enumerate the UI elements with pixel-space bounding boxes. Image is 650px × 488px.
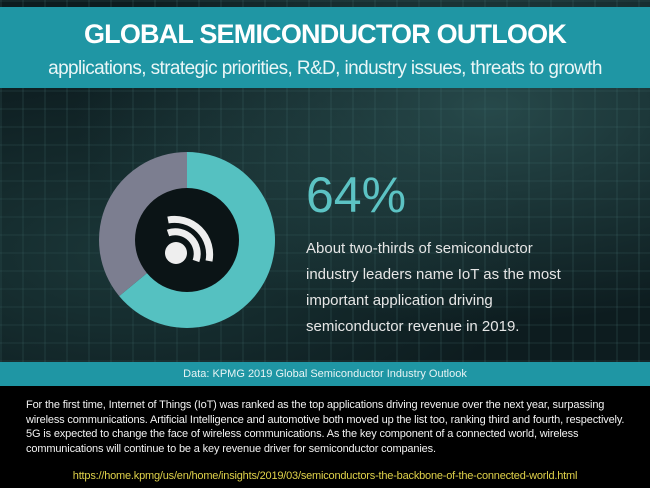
page-subtitle: applications, strategic priorities, R&D,… [48, 58, 602, 79]
wireless-signal-icon [165, 215, 214, 264]
header-banner: GLOBAL SEMICONDUCTOR OUTLOOK application… [0, 7, 650, 88]
donut-chart [99, 152, 276, 328]
donut-hole [135, 188, 239, 292]
page-title: GLOBAL SEMICONDUCTOR OUTLOOK [83, 19, 567, 49]
stat-value: 64% [306, 167, 407, 223]
body-paragraph: For the first time, Internet of Things (… [26, 399, 625, 455]
source-link[interactable]: https://home.kpmg/us/en/home/insights/20… [72, 470, 578, 482]
stat-description: About two-thirds of semiconductor indust… [306, 240, 561, 335]
data-source-caption: Data: KPMG 2019 Global Semiconductor Ind… [0, 362, 650, 386]
